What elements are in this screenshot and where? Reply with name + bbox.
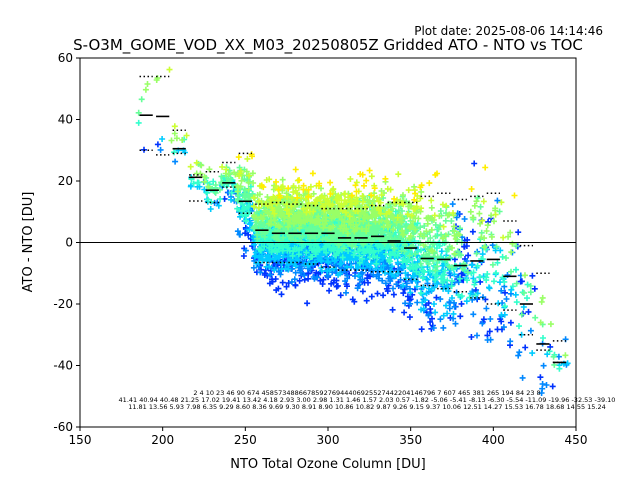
x-tick-label: 450: [565, 433, 588, 447]
x-tick-label: 400: [482, 433, 505, 447]
y-tick-label: 60: [58, 51, 73, 65]
median-lines: [139, 114, 567, 364]
stats-table: 2 4 10 23 46 90 674 45857348866785927694…: [119, 389, 616, 411]
y-tick-label: 40: [58, 113, 73, 127]
stats-counts: 2 4 10 23 46 90 674 45857348866785927694…: [193, 389, 540, 397]
y-axis-label: ATO - NTO [DU]: [21, 192, 36, 293]
scatter-series-6: [166, 66, 507, 241]
y-tick-label: -60: [53, 420, 73, 434]
y-tick-label: -40: [53, 359, 73, 373]
scatter-series-7: [235, 151, 518, 203]
x-tick-label: 350: [399, 433, 422, 447]
stats-sigmas: 11.81 13.56 5.93 7.98 6.35 9.29 8.60 8.3…: [128, 403, 606, 411]
y-axis-ticks: -60 -40 -20 0 20 40 60: [53, 51, 80, 434]
x-axis-ticks: 150 200 250 300 350 400 450: [69, 427, 588, 447]
x-tick-label: 250: [234, 433, 257, 447]
x-tick-label: 200: [151, 433, 174, 447]
y-tick-label: -20: [53, 297, 73, 311]
chart-title: S-O3M_GOME_VOD_XX_M03_20250805Z Gridded …: [73, 36, 583, 55]
plot-date: Plot date: 2025-08-06 14:14:46: [414, 24, 603, 38]
y-tick-label: 0: [65, 236, 73, 250]
x-tick-label: 300: [317, 433, 340, 447]
x-tick-label: 150: [69, 433, 92, 447]
stats-medians: 41.41 40.94 40.48 21.25 17.02 19.41 13.4…: [119, 396, 616, 404]
x-axis-label: NTO Total Ozone Column [DU]: [230, 457, 426, 472]
y-tick-label: 20: [58, 174, 73, 188]
